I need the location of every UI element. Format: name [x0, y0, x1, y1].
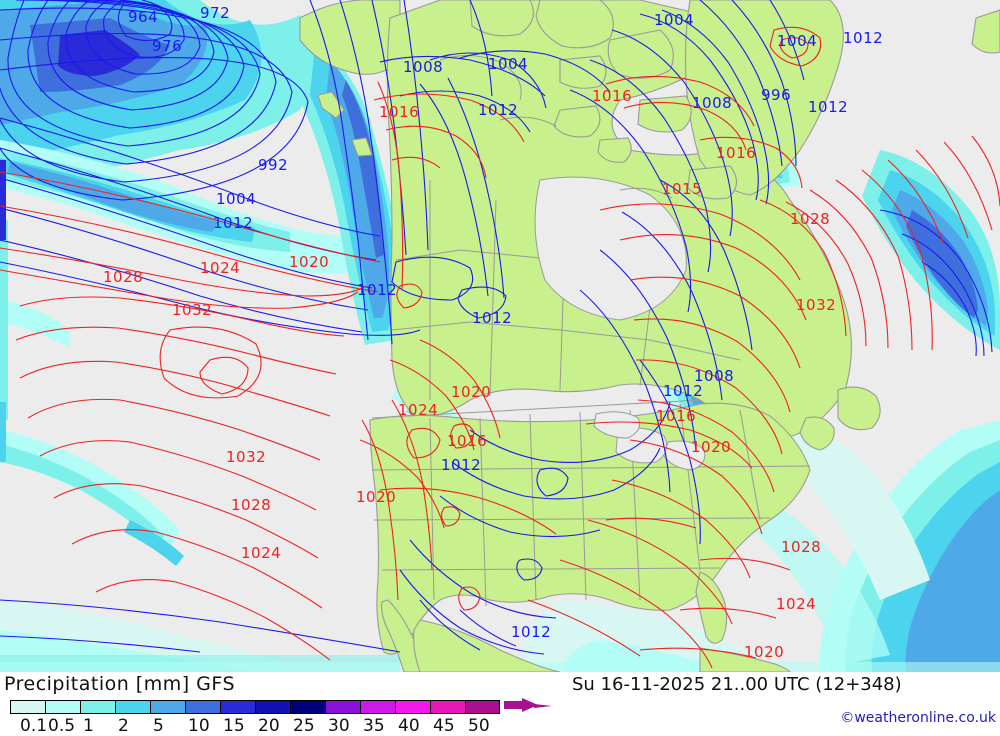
map-graphic [0, 0, 1000, 672]
colorbar-tick: 45 [433, 716, 455, 736]
colorbar-cell [360, 700, 395, 714]
copyright-notice: ©weatheronline.co.uk [840, 710, 996, 726]
colorbar-tick: 25 [293, 716, 315, 736]
colorbar-tick: 15 [223, 716, 245, 736]
colorbar-cell [185, 700, 220, 714]
colorbar-cell [325, 700, 360, 714]
colorbar-tick-labels: 0.1 0.5 1 2 5 10 15 20 25 30 35 40 45 50 [0, 716, 560, 736]
colorbar-tick: 30 [328, 716, 350, 736]
colorbar-cell [290, 700, 325, 714]
colorbar-tick: 10 [188, 716, 210, 736]
colorbar-cell [45, 700, 80, 714]
colorbar-tick: 2 [118, 716, 129, 736]
colorbar-tick: 20 [258, 716, 280, 736]
isobars-high [0, 26, 1000, 669]
map-footer: Precipitation [mm] GFS Su 16-11-2025 21.… [0, 672, 1000, 736]
colorbar-cell [10, 700, 45, 714]
colorbar-cell [255, 700, 290, 714]
colorbar-cell [150, 700, 185, 714]
legend-title: Precipitation [mm] GFS [4, 673, 236, 695]
colorbar-tick: 1 [83, 716, 94, 736]
colorbar-tick: 40 [398, 716, 420, 736]
precipitation-colorbar[interactable] [10, 700, 500, 714]
colorbar-cell [220, 700, 255, 714]
colorbar-tick: 35 [363, 716, 385, 736]
forecast-datetime: Su 16-11-2025 21..00 UTC (12+348) [572, 674, 902, 695]
isobars-low [0, 0, 993, 655]
political-borders [371, 55, 811, 607]
colorbar-tick: 0.5 [48, 716, 76, 736]
colorbar-overflow-arrow [504, 698, 552, 712]
colorbar-cell [465, 700, 500, 714]
colorbar-tick: 50 [468, 716, 490, 736]
colorbar-cell [80, 700, 115, 714]
colorbar-cell [395, 700, 430, 714]
colorbar-cell [430, 700, 465, 714]
colorbar-tick: 5 [153, 716, 164, 736]
precipitation-map[interactable]: 964 972 976 992 1004 1012 1008 1004 1016 1012 1016… [0, 0, 1000, 672]
colorbar-cell [115, 700, 150, 714]
colorbar-tick: 0.1 [20, 716, 48, 736]
